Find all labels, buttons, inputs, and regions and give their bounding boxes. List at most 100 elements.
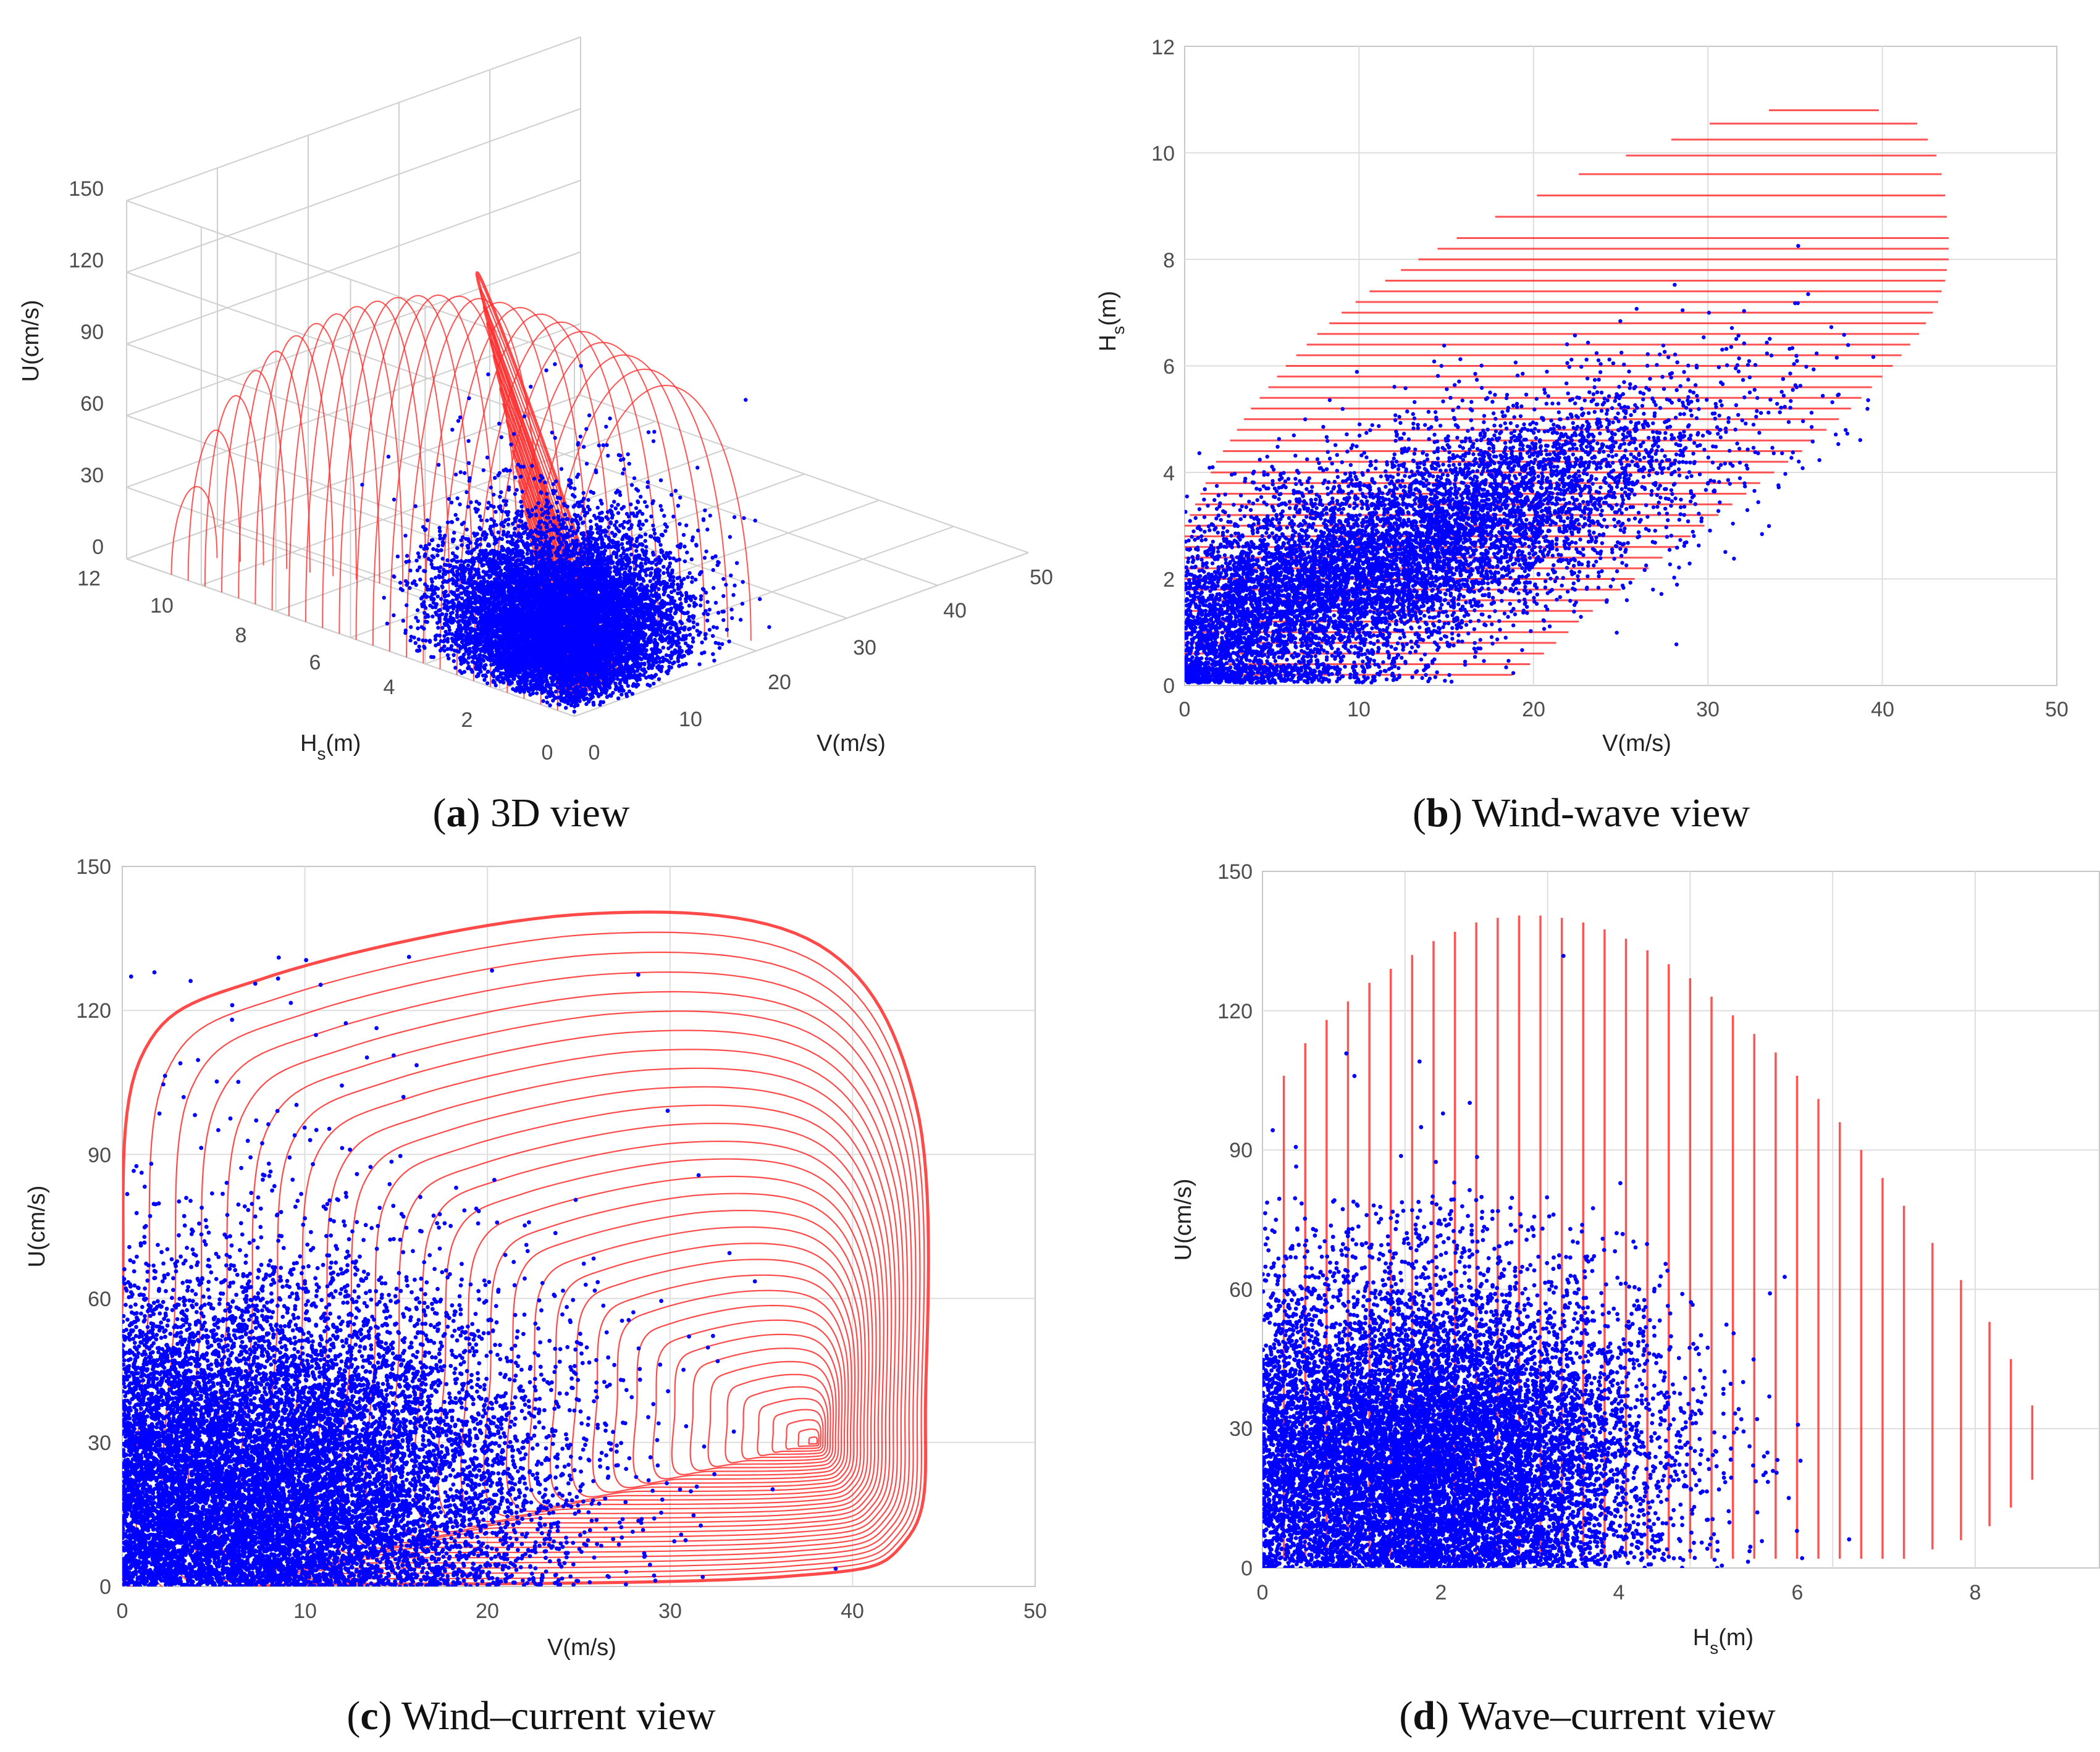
panel-a-u-ticks: 0 30 60 90 120 150 bbox=[69, 177, 104, 559]
panel-c-y-tick: 60 bbox=[88, 1288, 111, 1311]
panel-a-v-tick: 10 bbox=[679, 708, 702, 731]
panel-b-y-label: Hs(m) bbox=[1095, 291, 1128, 351]
panel-c-x-tick: 0 bbox=[117, 1599, 128, 1623]
panel-a-u-tick: 0 bbox=[92, 535, 104, 559]
panel-a-v-label: V(m/s) bbox=[817, 731, 886, 757]
panel-c-y-tick: 150 bbox=[76, 855, 111, 879]
panel-b-y-tick: 12 bbox=[1151, 36, 1175, 59]
panel-a-hs-tick: 10 bbox=[150, 594, 174, 618]
panel-a-u-tick: 120 bbox=[69, 249, 104, 272]
panel-a: 0 30 60 90 120 150 U(cm/s) 0 2 4 6 8 10 … bbox=[18, 37, 1053, 836]
panel-a-hs-tick: 0 bbox=[542, 741, 553, 765]
panel-b-observation-points bbox=[1183, 244, 1875, 685]
panel-a-hs-tick: 4 bbox=[384, 676, 395, 699]
panel-b-x-tick: 40 bbox=[1871, 698, 1894, 721]
panel-b-scatter bbox=[1183, 244, 1875, 685]
panel-a-observation-points bbox=[360, 363, 771, 714]
panel-b-x-tick: 0 bbox=[1179, 698, 1191, 721]
panel-d-x-tick: 2 bbox=[1435, 1581, 1447, 1604]
panel-d: 0 30 60 90 120 150 0 2 4 6 8 Hs(m) U(cm/… bbox=[1170, 860, 2099, 1738]
panel-a-hs-tick: 6 bbox=[309, 651, 321, 674]
panel-b-y-ticks: 0 2 4 6 8 10 12 bbox=[1151, 36, 1175, 698]
panel-a-u-label: U(cm/s) bbox=[18, 300, 44, 382]
panel-d-x-tick: 8 bbox=[1970, 1581, 1981, 1604]
panel-a-caption: (a) 3D view bbox=[433, 790, 630, 836]
panel-a-scatter bbox=[360, 363, 771, 714]
panel-a-hs-tick: 12 bbox=[77, 567, 101, 590]
panel-a-contour-slice bbox=[255, 336, 333, 605]
panel-c-x-tick: 10 bbox=[293, 1599, 317, 1623]
panel-c: 0 30 60 90 120 150 0 10 20 30 40 50 V(m/… bbox=[24, 855, 1047, 1738]
panel-b-caption: (b) Wind-wave view bbox=[1413, 790, 1750, 836]
panel-d-x-tick: 0 bbox=[1257, 1581, 1269, 1604]
panel-d-y-ticks: 0 30 60 90 120 150 bbox=[1217, 860, 1253, 1580]
panel-d-y-tick: 90 bbox=[1229, 1139, 1253, 1162]
panel-d-y-tick: 150 bbox=[1217, 860, 1253, 884]
panel-a-v-tick: 30 bbox=[853, 636, 876, 660]
panel-a-v-tick: 50 bbox=[1030, 566, 1053, 589]
panel-d-caption: (d) Wave–current view bbox=[1399, 1693, 1776, 1738]
panel-b-x-label: V(m/s) bbox=[1602, 731, 1671, 757]
panel-b-x-tick: 50 bbox=[2045, 698, 2068, 721]
panel-b-y-tick: 4 bbox=[1163, 462, 1175, 485]
panel-c-scatter bbox=[120, 955, 838, 1588]
panel-c-y-ticks: 0 30 60 90 120 150 bbox=[76, 855, 111, 1599]
panel-b-x-tick: 20 bbox=[1522, 698, 1545, 721]
panel-c-observation-points bbox=[120, 955, 838, 1588]
panel-d-x-ticks: 0 2 4 6 8 bbox=[1257, 1581, 1981, 1604]
panel-d-y-tick: 30 bbox=[1229, 1417, 1253, 1441]
panel-a-hs-tick: 8 bbox=[235, 624, 247, 647]
panel-c-y-tick: 120 bbox=[76, 999, 111, 1023]
panel-b-x-tick: 30 bbox=[1696, 698, 1720, 721]
panel-c-x-tick: 20 bbox=[476, 1599, 499, 1623]
panel-a-v-tick: 40 bbox=[943, 599, 967, 622]
panel-b: 0 2 4 6 8 10 12 0 10 20 30 40 50 V(m/s) … bbox=[1095, 36, 2068, 836]
panel-a-contour-slice bbox=[238, 351, 310, 598]
panel-d-y-tick: 120 bbox=[1217, 1000, 1253, 1023]
panel-a-gridline bbox=[127, 180, 581, 344]
panel-b-y-tick: 6 bbox=[1163, 355, 1175, 379]
panel-c-x-tick: 30 bbox=[658, 1599, 682, 1623]
panel-d-x-tick: 6 bbox=[1792, 1581, 1804, 1604]
panel-c-contour-ring bbox=[484, 1194, 868, 1517]
panel-a-gridline bbox=[127, 109, 581, 272]
panel-b-x-ticks: 0 10 20 30 40 50 bbox=[1179, 698, 2068, 721]
panel-c-x-ticks: 0 10 20 30 40 50 bbox=[117, 1599, 1047, 1623]
panel-b-y-tick: 2 bbox=[1163, 568, 1175, 592]
panel-a-gridline bbox=[127, 37, 581, 201]
panel-d-y-label: U(cm/s) bbox=[1170, 1179, 1196, 1261]
panel-c-y-tick: 90 bbox=[88, 1144, 111, 1167]
panel-c-y-tick: 30 bbox=[88, 1431, 111, 1455]
panel-c-y-label: U(cm/s) bbox=[24, 1186, 50, 1268]
panel-a-contour-slice bbox=[289, 314, 380, 616]
panel-a-hs-tick: 2 bbox=[461, 708, 473, 732]
panel-c-contour-ring bbox=[529, 1227, 862, 1506]
panel-a-u-tick: 60 bbox=[80, 392, 104, 416]
panel-b-y-tick: 8 bbox=[1163, 249, 1175, 272]
panel-a-hs-label: Hs(m) bbox=[300, 731, 361, 763]
panel-c-y-tick: 0 bbox=[99, 1575, 111, 1599]
panel-d-y-tick: 60 bbox=[1229, 1278, 1253, 1302]
panel-a-contour-slice bbox=[172, 487, 217, 575]
panel-c-contour-ring bbox=[725, 1375, 830, 1463]
panel-d-y-tick: 0 bbox=[1241, 1557, 1253, 1580]
panel-b-y-tick: 10 bbox=[1151, 142, 1175, 166]
panel-c-caption: (c) Wind–current view bbox=[346, 1693, 716, 1738]
panel-a-u-tick: 150 bbox=[69, 177, 104, 201]
panel-a-v-tick: 0 bbox=[589, 741, 600, 765]
panel-d-x-tick: 4 bbox=[1613, 1581, 1625, 1604]
panel-c-contour-ring bbox=[786, 1420, 821, 1449]
panel-b-y-tick: 0 bbox=[1163, 674, 1175, 698]
panel-c-x-tick: 50 bbox=[1023, 1599, 1047, 1623]
panel-a-u-tick: 30 bbox=[80, 464, 104, 487]
panel-c-contour-ring bbox=[572, 1259, 855, 1496]
panel-c-x-tick: 40 bbox=[841, 1599, 864, 1623]
panel-d-x-label: Hs(m) bbox=[1693, 1625, 1754, 1658]
panel-a-u-tick: 90 bbox=[80, 321, 104, 344]
panel-a-v-tick: 20 bbox=[768, 671, 791, 694]
panel-b-x-tick: 10 bbox=[1347, 698, 1371, 721]
panel-c-x-label: V(m/s) bbox=[547, 1635, 616, 1661]
panel-c-contour-ring bbox=[691, 1348, 836, 1470]
panel-c-contour-ring bbox=[757, 1399, 825, 1456]
